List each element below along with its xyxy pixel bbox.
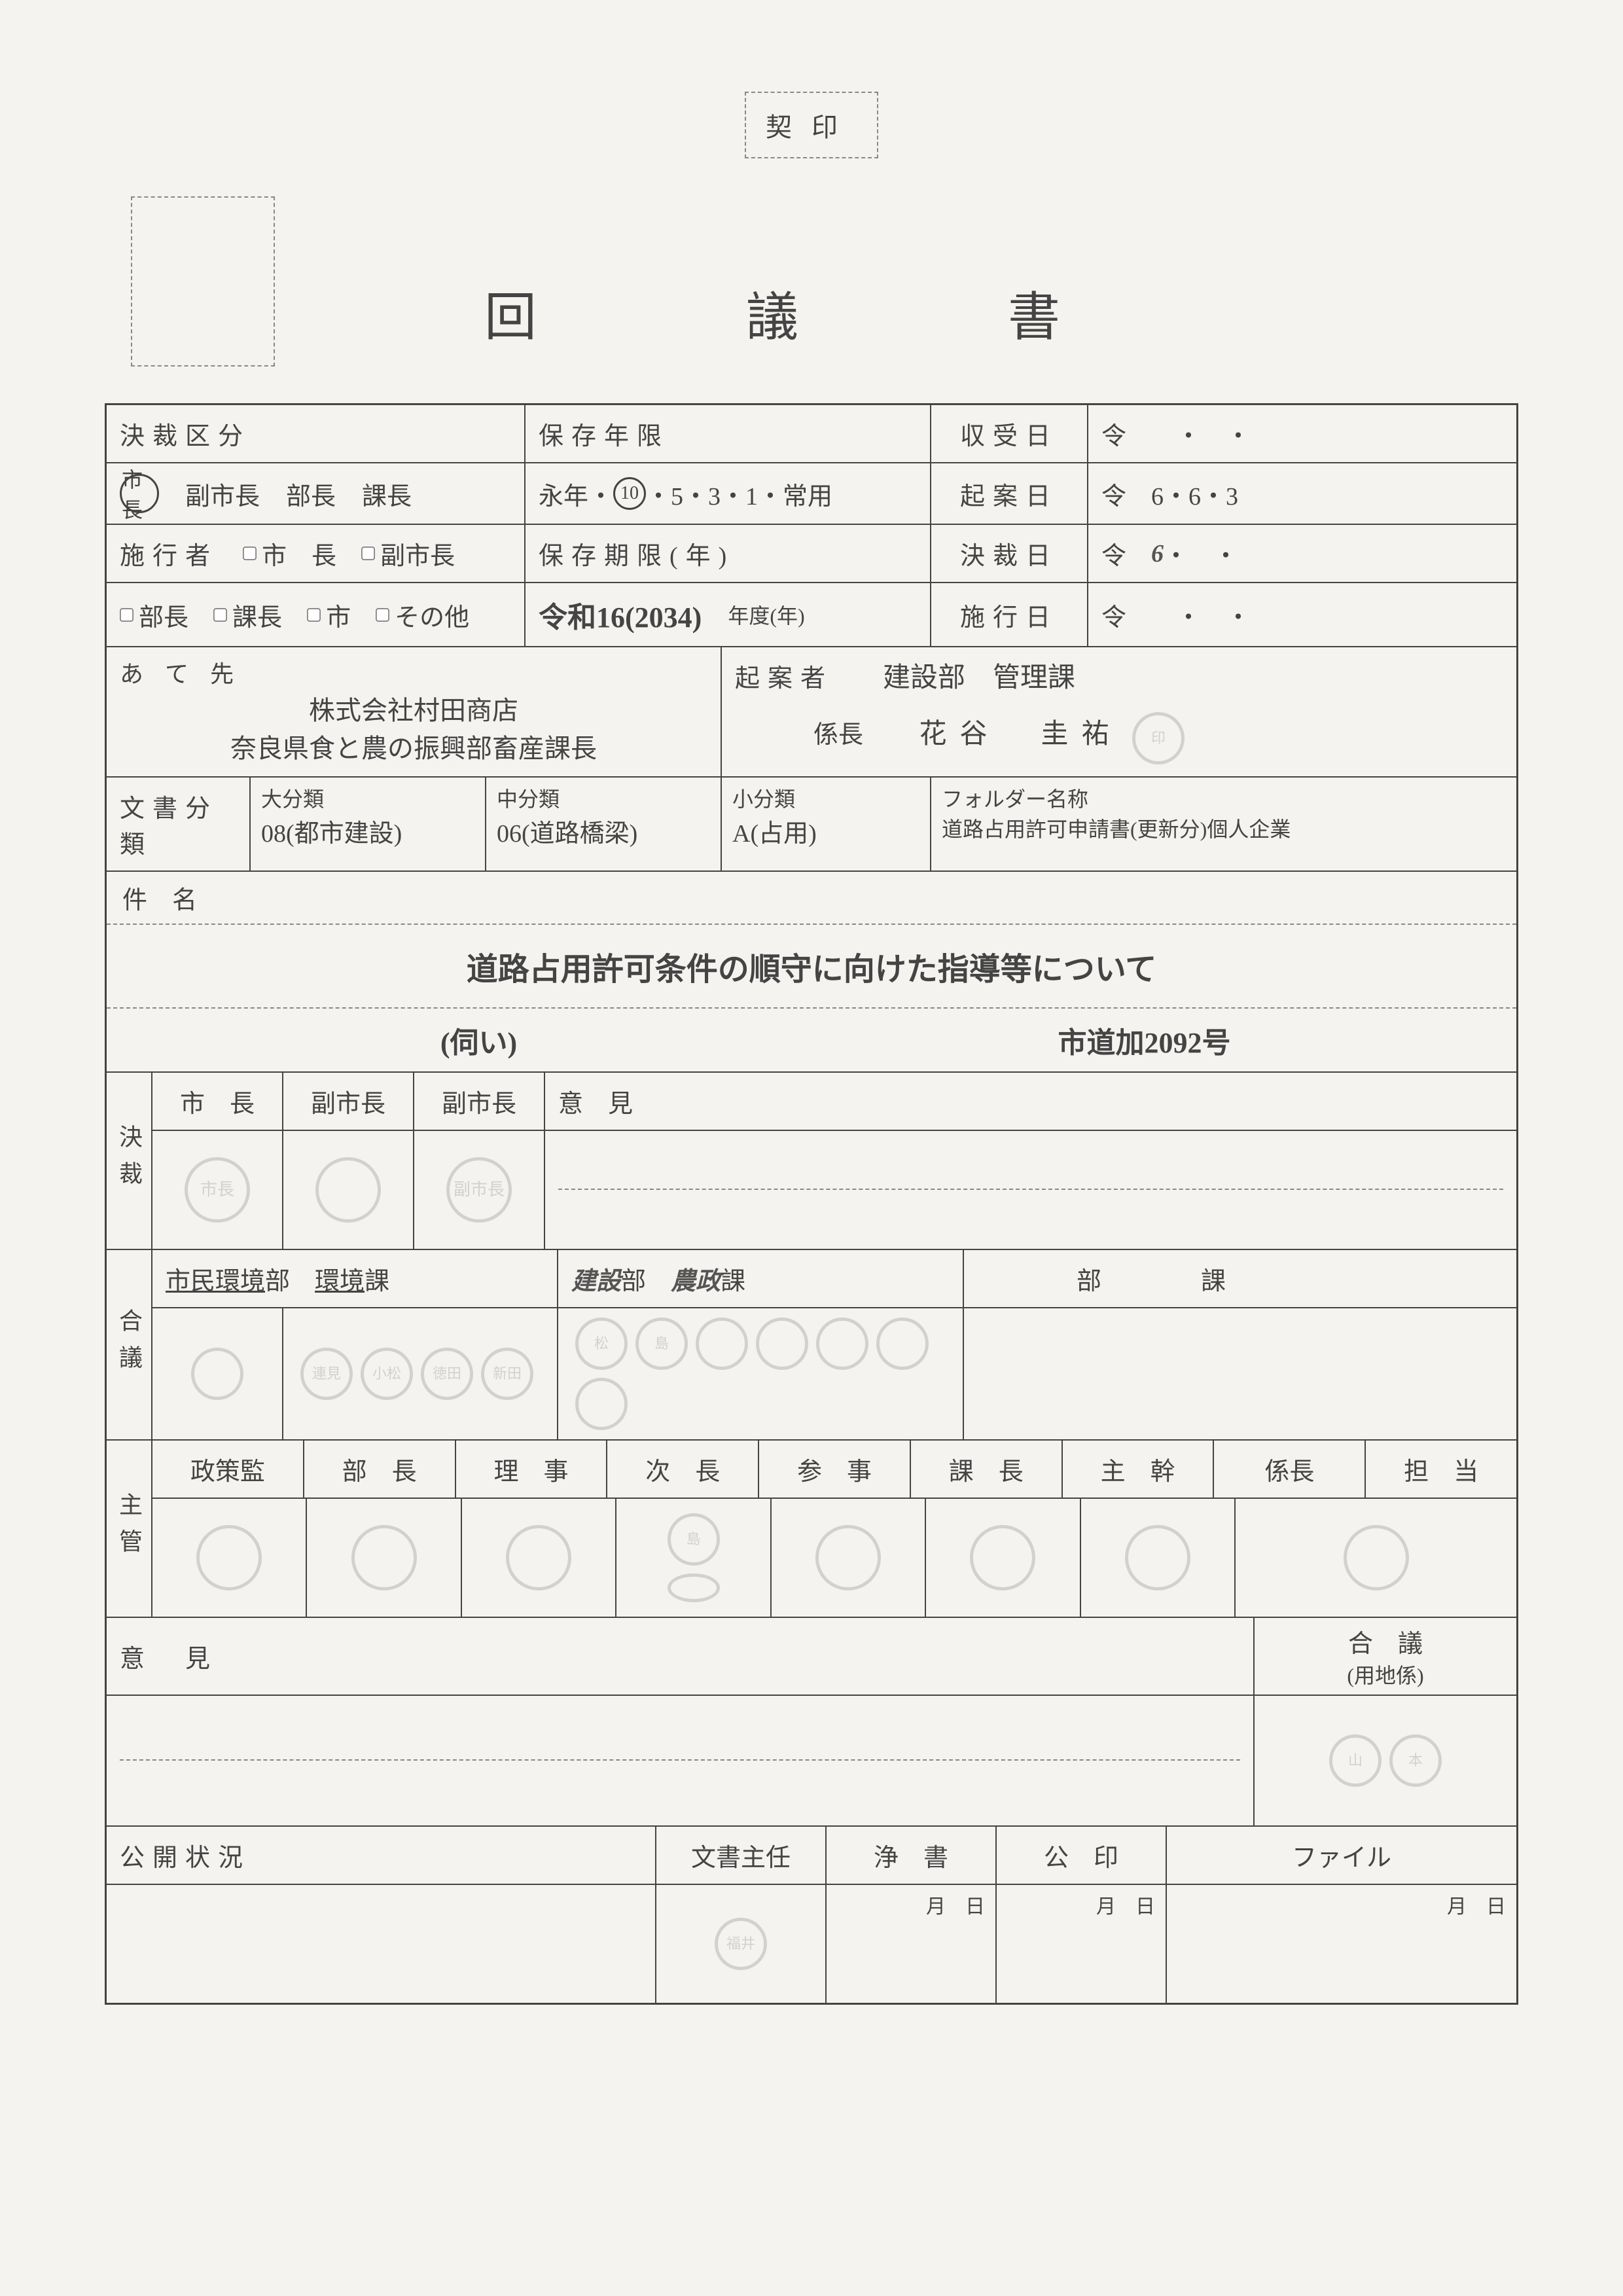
subject-line1: 道路占用許可条件の順守に向けた指導等について: [107, 925, 1516, 1009]
sk-stamp-2: [506, 1525, 571, 1590]
shuju-date-value: 令 ・ ・: [1088, 405, 1516, 462]
bunsho-shunin-stamp: 福井: [656, 1885, 827, 2003]
sk-stamp-1: [351, 1525, 417, 1590]
shiko-date-label: 施行日: [931, 583, 1088, 646]
sk-stamp-78: [1344, 1525, 1409, 1590]
bunrui-chu: 中分類 06(道路橋梁): [486, 778, 722, 870]
sk-col-1: 部 長: [304, 1441, 456, 1498]
gogi-side: 合議: [107, 1250, 152, 1439]
form-table: 決裁区分 保存年限 収受日 令 ・ ・ 市長 副市長 部長 課長 永年・ 10 …: [105, 403, 1518, 2005]
sk-stamp-6: [1125, 1525, 1190, 1590]
sk-col-6: 主 幹: [1063, 1441, 1215, 1498]
iken-area: [107, 1696, 1255, 1825]
gogi-dept3: 部 課: [964, 1250, 1516, 1307]
stamp-fuku2: 副市長: [446, 1157, 512, 1223]
sk-stamp-4: [815, 1525, 881, 1590]
hozon-options: 永年・ 10 ・5・3・1・常用: [526, 463, 931, 524]
gogi-stamp1: [191, 1348, 243, 1400]
sk-stamp-3a: 島: [668, 1513, 720, 1566]
shikosha-row2: 部長 課長 市 その他: [107, 583, 526, 646]
file-date: 月 日: [1167, 1885, 1516, 2003]
cb-shicho[interactable]: [243, 547, 257, 560]
sk-col-0: 政策監: [152, 1441, 304, 1498]
gogi-dept2: 建設 部 農政 課: [558, 1250, 964, 1307]
kessai-col-fuku2: 副市長: [414, 1073, 545, 1130]
folder-name: フォルダー名称 道路占用許可申請書(更新分)個人企業: [931, 778, 1516, 870]
kian-date-value: 令 6・6・3: [1088, 463, 1516, 524]
iken-label: 意 見: [107, 1618, 1255, 1695]
cb-fukushicho[interactable]: [361, 547, 375, 560]
cb-shi[interactable]: [307, 608, 321, 622]
kenmei-label: 件 名: [107, 872, 1516, 925]
shiko-date-value: 令 ・ ・: [1088, 583, 1516, 646]
gogi-stamps-1: 連見小松徳田新田: [283, 1308, 558, 1439]
sk-col-8: 担 当: [1366, 1441, 1516, 1498]
hozonkigen-label: 保存期限(年): [526, 525, 931, 582]
cb-kacho[interactable]: [213, 608, 227, 622]
atesaki-cell: あ て 先 株式会社村田商店 奈良県食と農の振興部畜産課長: [107, 647, 722, 776]
kiansha-cell: 起案者 建設部 管理課 係長 花谷 圭祐 印: [722, 647, 1516, 776]
koin-date: 月 日: [997, 1885, 1167, 2003]
kessai-kubun-label: 決裁区分: [107, 405, 526, 462]
sk-col-2: 理 事: [456, 1441, 608, 1498]
keiin-label: 契印: [745, 92, 878, 158]
subject-line2: (伺い) 市道加2092号: [107, 1009, 1516, 1071]
gogi-dept1: 市民環境 部 環境 課: [152, 1250, 558, 1307]
josho-date: 月 日: [827, 1885, 997, 2003]
bunrui-sho: 小分類 A(占用): [722, 778, 931, 870]
shuju-date-label: 収受日: [931, 405, 1088, 462]
kessai-date-label: 決裁日: [931, 525, 1088, 582]
hozon-10-circled: 10: [613, 477, 646, 510]
sk-col-7: 係長: [1214, 1441, 1366, 1498]
shikosha-row1: 施行者 市 長 副市長: [107, 525, 526, 582]
hozon-year-value: 令和16(2034) 年度(年): [526, 583, 931, 646]
hozon-nengen-label: 保存年限: [526, 405, 931, 462]
cb-other[interactable]: [376, 608, 389, 622]
gogi2-stamps: 山本: [1255, 1696, 1516, 1825]
page-title: 回 議 書: [105, 275, 1518, 351]
kian-date-label: 起案日: [931, 463, 1088, 524]
sk-stamp-0: [196, 1525, 262, 1590]
sk-col-4: 参 事: [759, 1441, 911, 1498]
stamp-shicho: 市長: [185, 1157, 250, 1223]
kessai-col-shicho: 市 長: [152, 1073, 283, 1130]
kessai-iken-label: 意 見: [545, 1073, 1516, 1130]
josho-label: 浄 書: [827, 1827, 997, 1884]
option-shicho-circled: 市長: [120, 474, 159, 513]
kokai-area: [107, 1885, 656, 2003]
corner-stamp-box: [131, 196, 275, 367]
bunrui-label: 文書分類: [107, 778, 251, 870]
cb-bucho[interactable]: [120, 608, 134, 622]
sk-col-3: 次 長: [607, 1441, 759, 1498]
file-label: ファイル: [1167, 1827, 1516, 1884]
gogi2-label: 合 議 (用地係): [1255, 1618, 1516, 1695]
kiansha-stamp: 印: [1132, 712, 1185, 764]
kessai-side: 決裁: [107, 1073, 152, 1249]
bunrui-dai: 大分類 08(都市建設): [251, 778, 486, 870]
kessai-col-fuku1: 副市長: [283, 1073, 414, 1130]
gogi-stamps-2: 松島: [558, 1308, 964, 1439]
sk-col-5: 課 長: [911, 1441, 1063, 1498]
sk-stamp-3b: [668, 1573, 720, 1602]
bunsho-shunin-label: 文書主任: [656, 1827, 827, 1884]
kessai-options: 市長 副市長 部長 課長: [107, 463, 526, 524]
shukan-side: 主管: [107, 1441, 152, 1617]
kessai-date-value: 令 6・ ・: [1088, 525, 1516, 582]
kokai-label: 公開状況: [107, 1827, 656, 1884]
sk-stamp-5: [970, 1525, 1035, 1590]
koin-label: 公 印: [997, 1827, 1167, 1884]
stamp-fuku1: [315, 1157, 381, 1223]
